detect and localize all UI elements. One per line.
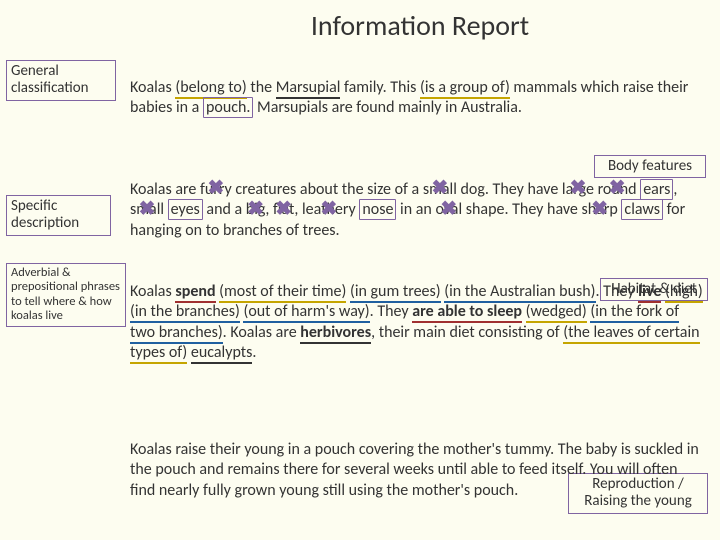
text: . bbox=[252, 343, 256, 362]
text: , bbox=[294, 200, 302, 219]
underline-blue: (in the Australian bush) bbox=[444, 282, 595, 303]
underline-red: are able to sleep bbox=[412, 302, 522, 323]
underline-yellow: (most of their time) bbox=[219, 282, 346, 303]
text: Koalas raise their young in a pouch cove… bbox=[130, 440, 699, 500]
underline-dark: herbivores bbox=[300, 323, 371, 344]
paragraph-general: Koalas (belong to) the Marsupial family.… bbox=[130, 78, 706, 119]
text: in an bbox=[396, 200, 435, 219]
boxed-word: claws bbox=[621, 199, 663, 220]
label-body-features: Body features bbox=[594, 155, 706, 178]
text: Koalas bbox=[130, 282, 175, 301]
label-adverbial-phrases: Adverbial & prepositional phrases to tel… bbox=[6, 263, 126, 327]
x-overlay-word: flat bbox=[273, 200, 294, 220]
text: dog. They have bbox=[457, 180, 562, 199]
x-overlay-word: large bbox=[562, 180, 594, 200]
underline-yellow: (belong to) bbox=[175, 78, 246, 99]
underline-yellow: (is a group of) bbox=[420, 78, 510, 99]
label-general-classification: General classification bbox=[6, 60, 116, 101]
text: . They bbox=[596, 282, 639, 301]
text: shape. They have bbox=[462, 200, 581, 219]
paragraph-habitat: Koalas spend (most of their time) (in gu… bbox=[130, 282, 706, 364]
underline-dark: eucalypts bbox=[191, 343, 253, 364]
underline-red: live bbox=[638, 282, 661, 303]
text: and a bbox=[203, 200, 246, 219]
paragraph-reproduction: Koalas raise their young in a pouch cove… bbox=[130, 440, 706, 501]
boxed-word: nose bbox=[359, 199, 396, 220]
boxed-word: eyes bbox=[168, 199, 203, 220]
text: Marsupials are found mainly in Australia… bbox=[253, 98, 521, 117]
underline-dark: Marsupial bbox=[276, 78, 341, 99]
underline-blue: (in gum trees) bbox=[350, 282, 441, 303]
text: . Koalas are bbox=[223, 323, 301, 342]
underline-yellow: (high) bbox=[665, 282, 703, 303]
label-specific-description: Specific description bbox=[6, 195, 111, 236]
page-title: Information Report bbox=[0, 0, 720, 43]
x-overlay-word: sharp bbox=[581, 200, 617, 220]
underline-yellow: (wedged) bbox=[526, 302, 587, 323]
boxed-word: ears bbox=[640, 179, 673, 200]
underline-blue: (in the branches) bbox=[130, 302, 240, 323]
paragraph-specific: Koalas are furry creatures about the siz… bbox=[130, 180, 706, 241]
x-overlay-word: furry bbox=[200, 180, 232, 200]
text: Koalas bbox=[130, 78, 175, 97]
text: , bbox=[265, 200, 273, 219]
text: family. This bbox=[340, 78, 420, 97]
x-overlay-word: small bbox=[130, 200, 164, 220]
text: . They bbox=[370, 302, 413, 321]
text: , bbox=[673, 180, 677, 199]
x-overlay-word: oval bbox=[435, 200, 462, 220]
underline-red: spend bbox=[175, 282, 215, 303]
x-overlay-word: leathery bbox=[302, 200, 356, 220]
text: , their main diet consisting of bbox=[371, 323, 563, 342]
boxed-word: pouch. bbox=[203, 97, 253, 118]
x-overlay-word: big bbox=[246, 200, 266, 220]
underline-blue: (out of harm's way) bbox=[243, 302, 369, 323]
text: the bbox=[247, 78, 276, 97]
